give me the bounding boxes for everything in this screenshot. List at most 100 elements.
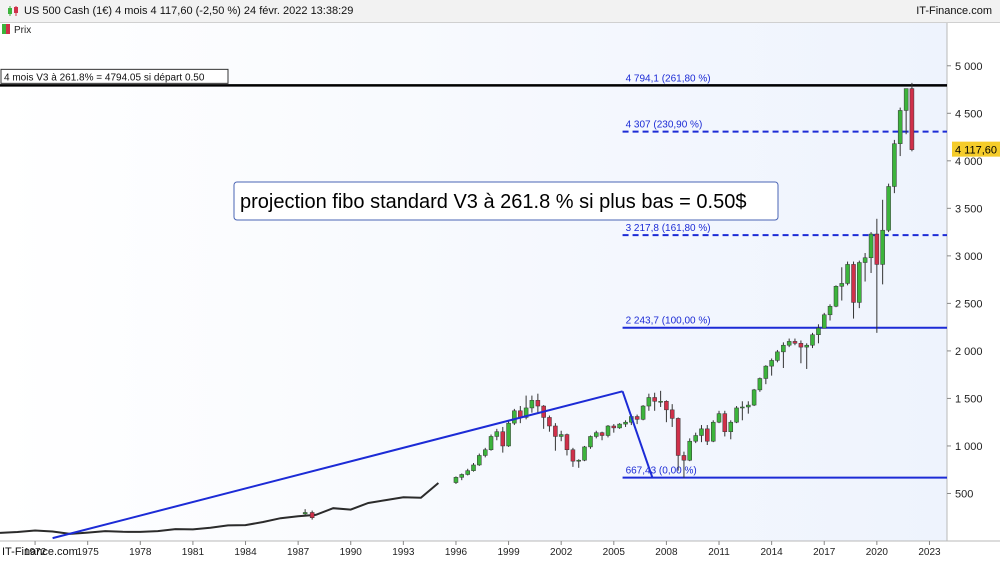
candle-body: [833, 286, 839, 307]
candle-body: [558, 434, 564, 437]
candle-body: [646, 397, 652, 407]
y-tick-label: 1 500: [955, 393, 983, 405]
x-tick-label: 2020: [866, 547, 889, 558]
candle-body: [617, 423, 622, 429]
candle-body: [798, 343, 804, 348]
candle-body: [529, 400, 535, 409]
candle-body: [640, 405, 646, 420]
x-tick-label: 2014: [761, 547, 784, 558]
candle-body: [664, 401, 669, 411]
candle-body: [599, 432, 605, 436]
price-axis-panel: [947, 23, 1000, 541]
y-tick-label: 1 000: [955, 441, 983, 453]
candle-body: [821, 314, 827, 329]
candle-body: [605, 425, 611, 436]
candle-body: [675, 418, 681, 456]
candle-body: [857, 262, 862, 303]
price-series-icon: [2, 24, 10, 34]
candle-body: [792, 341, 798, 344]
candle-body: [862, 257, 868, 263]
candle-body: [623, 421, 628, 425]
fibo-level-label: 2 243,7 (100,00 %): [626, 316, 711, 327]
candle-body: [681, 455, 687, 461]
candle-body: [746, 404, 751, 408]
candle-body: [687, 440, 692, 461]
y-tick-label: 3 000: [955, 251, 983, 263]
candle-body: [839, 283, 845, 287]
candle-body: [459, 474, 465, 478]
candle-body: [909, 88, 915, 150]
x-tick-label: 2002: [550, 547, 573, 558]
chart-header: US 500 Cash (1€) 4 mois 4 117,60 (-2,50 …: [0, 0, 1000, 23]
x-tick-label: 2017: [813, 547, 836, 558]
candle-body: [576, 459, 581, 462]
series-legend[interactable]: Prix: [2, 24, 31, 38]
x-tick-label: 1984: [234, 547, 257, 558]
candle-body: [722, 413, 728, 432]
y-tick-label: 3 500: [955, 203, 983, 215]
candle-body: [868, 233, 874, 259]
candle-body: [500, 431, 506, 447]
fibo-level-label: 3 217,8 (161,80 %): [626, 223, 711, 234]
x-tick-label: 2011: [708, 547, 730, 558]
candle-body: [705, 428, 710, 442]
candle-body: [851, 264, 856, 303]
candle-body: [652, 397, 657, 402]
candle-body: [897, 110, 903, 144]
x-tick-label: 1975: [77, 547, 100, 558]
candle-body: [309, 512, 315, 518]
candle-body: [453, 477, 459, 483]
candle-body: [816, 327, 821, 336]
candle-body: [482, 449, 488, 456]
candle-body: [874, 233, 880, 265]
resistance-label: 4 mois V3 à 261.8% = 4794.05 si départ 0…: [4, 72, 205, 83]
candle-body: [845, 264, 850, 284]
candle-body: [728, 421, 734, 432]
x-tick-label: 1999: [497, 547, 520, 558]
candle-body: [710, 421, 716, 442]
footer-brand: IT-Finance.com: [2, 546, 78, 558]
annotation-frame: [233, 181, 779, 221]
candle-body: [693, 435, 698, 442]
last-price-label: 4 117,60: [955, 145, 997, 157]
instrument-title: US 500 Cash (1€) 4 mois 4 117,60 (-2,50 …: [24, 5, 354, 17]
annotation-box: projection fibo standard V3 à 261.8 % si…: [233, 181, 779, 221]
x-tick-label: 2023: [918, 547, 941, 558]
candle-body: [658, 401, 663, 403]
candle-body: [582, 446, 587, 461]
candle-body: [570, 449, 576, 462]
candle-body: [886, 186, 891, 231]
candle-body: [471, 464, 476, 471]
candle-body: [810, 334, 815, 346]
plot-background: [0, 23, 947, 541]
last-price-background: [952, 141, 1000, 157]
annotation-text: projection fibo standard V3 à 261.8 % si…: [240, 191, 746, 213]
candle-body: [757, 378, 763, 391]
candle-body: [769, 360, 774, 367]
candle-body: [734, 407, 739, 423]
candle-body: [903, 88, 909, 111]
candle-body: [588, 436, 593, 448]
x-tick-label: 2008: [655, 547, 678, 558]
candle-body: [523, 407, 529, 418]
y-tick-label: 4 500: [955, 108, 983, 120]
candle-body: [553, 425, 558, 437]
candle-body: [751, 389, 757, 406]
x-tick-label: 1996: [445, 547, 468, 558]
candle-body: [477, 455, 482, 466]
x-tick-label: 1990: [340, 547, 363, 558]
time-axis-panel: [0, 541, 1000, 560]
x-tick-label: 1987: [287, 547, 310, 558]
candle-body: [669, 409, 675, 419]
candle-body: [827, 305, 833, 316]
y-tick-label: 500: [955, 488, 973, 500]
candle-body: [611, 425, 617, 429]
candle-body: [781, 344, 786, 353]
candle-body: [535, 400, 541, 407]
resistance-label-box: 4 mois V3 à 261.8% = 4794.05 si départ 0…: [0, 68, 229, 84]
y-tick-label: 4 000: [955, 156, 983, 168]
x-tick-label: 2005: [603, 547, 626, 558]
x-tick-label: 1978: [129, 547, 152, 558]
brand-label: IT-Finance.com: [916, 5, 992, 17]
